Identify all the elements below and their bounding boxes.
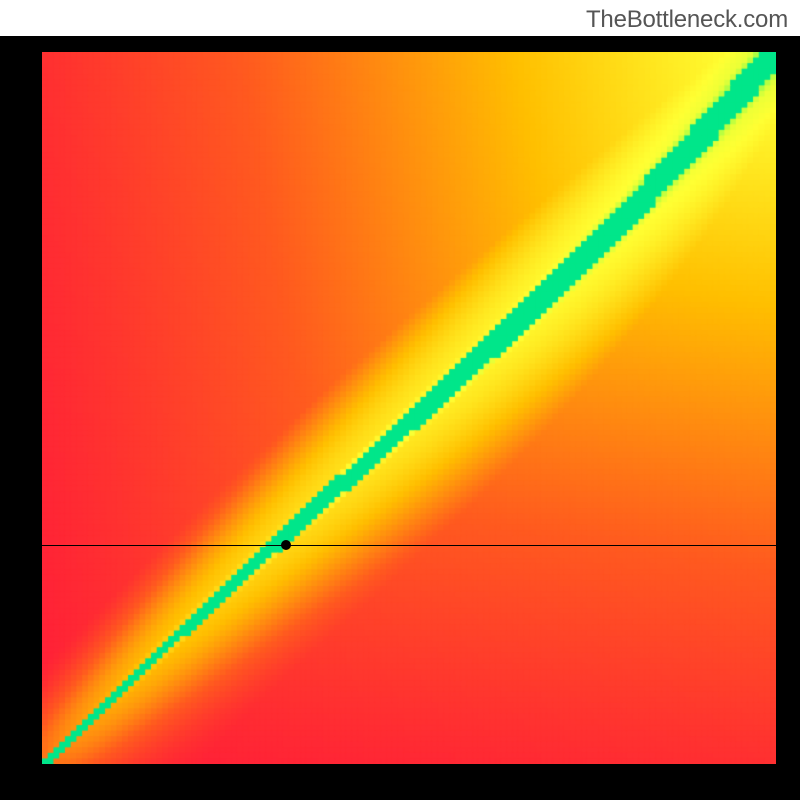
crosshair-marker: [281, 540, 291, 550]
plot-area: [42, 52, 776, 764]
watermark-text: TheBottleneck.com: [586, 6, 788, 34]
plot-frame: [0, 36, 800, 800]
chart-container: TheBottleneck.com: [0, 0, 800, 800]
crosshair-horizontal: [42, 545, 776, 546]
heatmap-canvas: [42, 52, 776, 764]
